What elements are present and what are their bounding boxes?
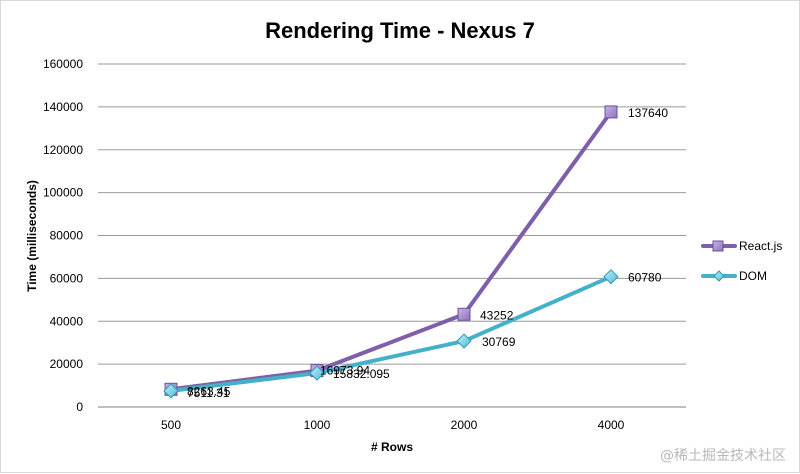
data-point-dom (309, 365, 325, 381)
y-tick-label: 120000 (43, 143, 83, 157)
y-tick-label: 60000 (50, 271, 84, 285)
data-label-react-js: 8263.45 (187, 384, 231, 398)
data-point-dom (163, 383, 179, 399)
data-point-dom (603, 268, 619, 285)
y-tick-label: 80000 (50, 229, 84, 243)
data-label-dom: 15832.095 (333, 367, 390, 381)
series-line-dom (169, 274, 613, 393)
y-tick-label: 100000 (43, 186, 83, 200)
series-line-react-js (169, 109, 613, 392)
y-tick-label: 140000 (43, 100, 83, 114)
data-label-react-js: 43252 (480, 308, 514, 322)
x-tick-label: 2000 (451, 418, 478, 432)
series-lines (169, 109, 613, 393)
legend-label-react-js: React.js (739, 239, 782, 253)
x-tick-label: 4000 (598, 418, 625, 432)
data-label-dom: 30769 (482, 335, 516, 349)
legend-label-dom: DOM (739, 269, 767, 283)
x-tick-label: 1000 (304, 418, 331, 432)
y-tick-label: 20000 (50, 357, 84, 371)
series-markers (163, 105, 619, 399)
y-tick-label: 0 (76, 400, 83, 414)
watermark: @稀土掘金技术社区 (660, 448, 786, 464)
data-point-dom (456, 333, 472, 349)
chart-title: Rendering Time - Nexus 7 (265, 18, 535, 43)
legend: React.js DOM (701, 239, 782, 283)
data-point-react-js (457, 307, 471, 321)
legend-marker-dom (713, 270, 725, 282)
gridlines (98, 63, 686, 365)
data-label-react-js: 137640 (628, 106, 668, 120)
data-label-react-js: 16973.94 (320, 364, 370, 378)
y-axis-title: Time (milliseconds) (25, 180, 39, 292)
y-axis-tick-labels: 0 20000 40000 60000 80000 100000 120000 140000 1… (43, 57, 83, 414)
x-axis-tick-labels: 500 1000 2000 4000 (161, 418, 625, 432)
x-axis-title: # Rows (371, 440, 413, 454)
data-labels: 8263.45 16973.94 43252 137640 7511.31 15832.0… (187, 106, 668, 400)
data-label-dom: 60780 (628, 271, 662, 285)
data-point-react-js (604, 105, 618, 119)
y-tick-label: 160000 (43, 57, 83, 71)
legend-marker-react-js (712, 240, 724, 252)
y-tick-label: 40000 (50, 314, 84, 328)
data-label-dom: 7511.31 (187, 386, 230, 400)
x-tick-label: 500 (161, 418, 181, 432)
